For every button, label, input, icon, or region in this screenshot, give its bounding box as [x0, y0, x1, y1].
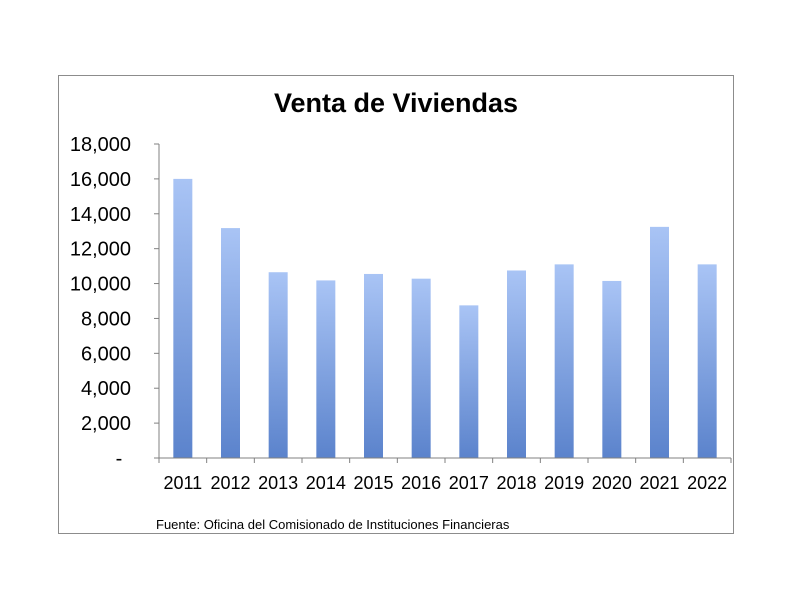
bars-layer [173, 178, 717, 458]
x-tick-label: 2016 [401, 473, 441, 493]
x-tick-label: 2018 [496, 473, 536, 493]
x-tick-label: 2013 [258, 473, 298, 493]
x-tick-label: 2017 [449, 473, 489, 493]
bar-2015 [364, 273, 383, 458]
bar-2013 [268, 272, 288, 458]
y-tick-label: 12,000 [70, 239, 131, 261]
bar-2014 [316, 280, 336, 458]
y-tick-label: 10,000 [70, 274, 131, 296]
bar-2021 [650, 226, 669, 458]
x-tick-label: 2015 [353, 473, 393, 493]
y-tick-label: 2,000 [81, 413, 131, 435]
y-tick-label: 4,000 [81, 378, 131, 400]
bar-2022 [697, 264, 717, 458]
y-tick-label: 8,000 [81, 308, 131, 330]
y-tick-labels: - 2,000 4,000 6,000 8,000 10,000 12,000 14,000 1… [70, 134, 131, 470]
bar-2018 [507, 270, 526, 458]
x-tick-labels: 2011 2012 2013 2014 2015 2016 2017 2018 2019 2020… [163, 473, 727, 493]
x-tick-label: 2022 [687, 473, 727, 493]
axis-layer [154, 143, 732, 463]
y-tick-label: 16,000 [70, 169, 131, 191]
bar-2011 [173, 178, 193, 458]
y-tick-label: 14,000 [70, 204, 131, 226]
y-tick-label: 6,000 [81, 343, 131, 365]
x-tick-label: 2020 [592, 473, 632, 493]
x-tick-label: 2012 [210, 473, 250, 493]
source-note: Fuente: Oficina del Comisionado de Insti… [156, 517, 510, 532]
bar-2016 [411, 278, 431, 458]
bar-2012 [221, 228, 240, 458]
chart-title: Venta de Viviendas [274, 88, 518, 118]
y-tick-label: 18,000 [70, 134, 131, 156]
x-tick-label: 2014 [306, 473, 346, 493]
x-tick-label: 2019 [544, 473, 584, 493]
chart-frame: Venta de Viviendas - 2,000 4,000 6,000 8,000… [58, 75, 734, 534]
bar-2017 [459, 305, 479, 458]
x-tick-label: 2021 [639, 473, 679, 493]
x-tick-label: 2011 [163, 473, 202, 493]
bar-2020 [602, 280, 622, 458]
y-tick-label: - [116, 448, 123, 470]
bar-chart: Venta de Viviendas - 2,000 4,000 6,000 8,000… [70, 88, 732, 532]
bar-2019 [554, 264, 574, 458]
